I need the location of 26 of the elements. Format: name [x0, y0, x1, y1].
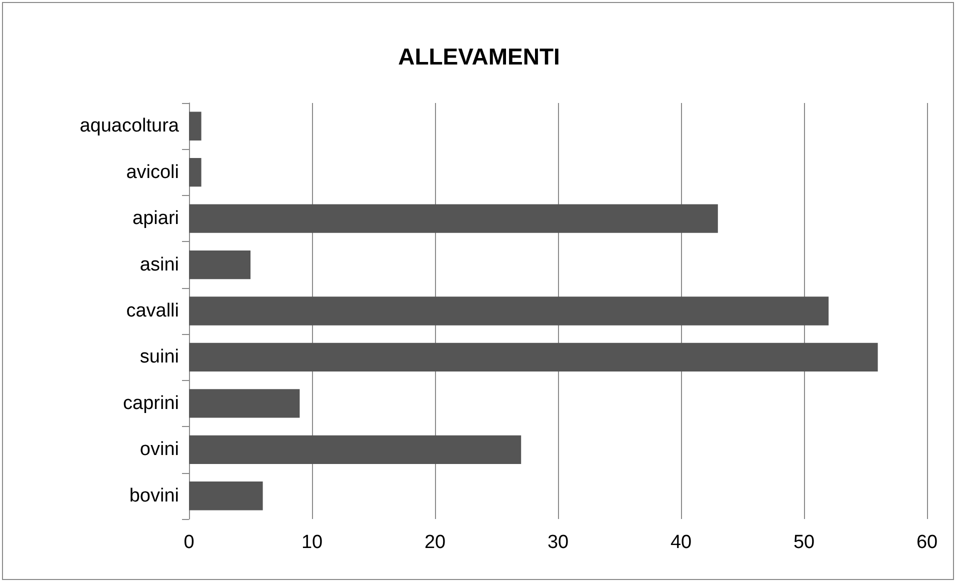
bar [189, 482, 263, 510]
bar [189, 389, 300, 418]
bar [189, 435, 522, 464]
x-tick-label: 50 [793, 532, 815, 553]
y-tick-label: ovini [140, 439, 179, 460]
chart-title: ALLEVAMENTI [398, 44, 560, 70]
bar [189, 112, 202, 140]
x-tick-label: 0 [184, 532, 194, 553]
bar [189, 204, 718, 233]
bar [189, 342, 878, 372]
bar [189, 250, 250, 280]
y-tick-label: avicoli [126, 162, 179, 183]
y-tick-label: caprini [123, 392, 179, 414]
y-tick-label: cavalli [126, 300, 179, 322]
x-tick-label: 40 [670, 532, 692, 553]
y-tick-label: aquacoltura [80, 116, 180, 137]
y-tick-label: bovini [129, 485, 179, 506]
x-tick-label: 10 [301, 532, 323, 553]
x-tick-label: 20 [424, 532, 446, 553]
x-tick-label: 30 [547, 532, 569, 553]
bar [189, 158, 202, 187]
y-tick-label: asini [140, 254, 179, 276]
y-tick-label: suini [140, 346, 179, 368]
y-tick-label: apiari [132, 208, 179, 230]
bar [189, 296, 829, 326]
x-tick-label: 60 [916, 532, 938, 553]
